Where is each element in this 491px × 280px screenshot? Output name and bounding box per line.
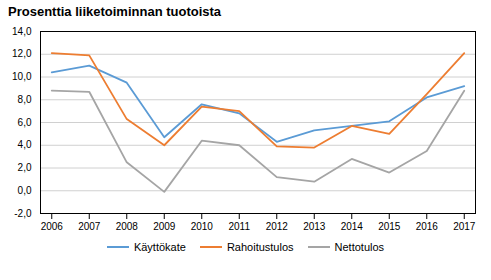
svg-text:2013: 2013 (303, 221, 326, 232)
svg-text:2016: 2016 (416, 221, 439, 232)
svg-text:2,0: 2,0 (18, 162, 32, 173)
svg-text:8,0: 8,0 (18, 94, 32, 105)
svg-text:2009: 2009 (153, 221, 176, 232)
html-text:Rahoitustulos: Rahoitustulos (226, 241, 294, 253)
html-text:Prosenttia liiketoiminnan tuot: Prosenttia liiketoiminnan tuotoista (8, 4, 222, 19)
svg-text:14,0: 14,0 (12, 26, 32, 37)
svg-text:-2,0: -2,0 (14, 208, 32, 219)
svg-text:10,0: 10,0 (12, 71, 32, 82)
html-text:Käyttökate: Käyttökate (133, 241, 186, 253)
svg-text:2015: 2015 (378, 221, 401, 232)
svg-text:2012: 2012 (266, 221, 289, 232)
svg-text:2017: 2017 (453, 221, 476, 232)
svg-text:12,0: 12,0 (12, 48, 32, 59)
svg-text:4,0: 4,0 (18, 139, 32, 150)
svg-text:2006: 2006 (41, 221, 64, 232)
svg-text:2010: 2010 (191, 221, 214, 232)
svg-text:2007: 2007 (78, 221, 101, 232)
svg-text:2008: 2008 (116, 221, 139, 232)
svg-text:2011: 2011 (228, 221, 250, 232)
html-text:Nettotulos: Nettotulos (334, 241, 385, 253)
svg-text:2014: 2014 (341, 221, 364, 232)
svg-text:0,0: 0,0 (18, 185, 32, 196)
svg-text:6,0: 6,0 (18, 117, 32, 128)
